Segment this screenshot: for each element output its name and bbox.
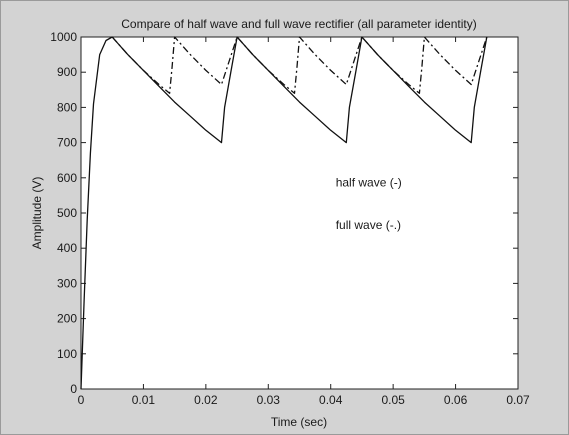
y-tick-label: 500 xyxy=(57,206,77,220)
x-tick-label: 0.07 xyxy=(506,393,530,407)
x-tick-label: 0 xyxy=(78,393,85,407)
y-tick-label: 700 xyxy=(57,136,77,150)
y-tick-label: 1000 xyxy=(50,30,77,44)
plot-area xyxy=(80,36,519,390)
x-tick-label: 0.04 xyxy=(319,393,343,407)
y-tick-label: 0 xyxy=(70,382,77,396)
annotations: half wave (-) full wave (-.) xyxy=(336,176,402,232)
y-tick-label: 400 xyxy=(57,241,77,255)
axis-ticks: 0 0.01 0.02 0.03 0.04 0.05 0.06 0.07 0 100 200 300 4… xyxy=(50,30,530,407)
x-tick-label: 0.06 xyxy=(444,393,468,407)
y-tick-label: 200 xyxy=(57,312,77,326)
annotation-label: half wave (-) xyxy=(336,176,402,190)
x-axis-label: Time (sec) xyxy=(271,415,327,429)
y-axis-label: Amplitude (V) xyxy=(30,177,44,250)
x-tick-label: 0.03 xyxy=(257,393,281,407)
y-tick-label: 900 xyxy=(57,65,77,79)
x-tick-label: 0.01 xyxy=(132,393,156,407)
x-tick-label: 0.05 xyxy=(381,393,405,407)
full-wave-series-line xyxy=(111,36,488,94)
annotation-label: full wave (-.) xyxy=(336,218,401,232)
chart-title: Compare of half wave and full wave recti… xyxy=(121,17,477,31)
y-tick-label: 600 xyxy=(57,171,77,185)
y-tick-label: 100 xyxy=(57,347,77,361)
data-series xyxy=(80,36,488,390)
y-tick-label: 800 xyxy=(57,100,77,114)
y-tick-label: 300 xyxy=(57,276,77,290)
x-tick-label: 0.02 xyxy=(194,393,218,407)
